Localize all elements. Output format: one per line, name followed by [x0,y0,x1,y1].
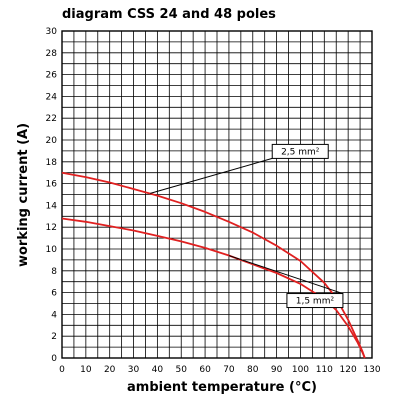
annotation-leader [228,255,344,295]
x-tick-label: 110 [316,365,333,375]
y-tick-label: 30 [46,27,58,37]
series-lines [61,171,366,359]
x-tick-label: 50 [176,365,188,375]
x-tick-label: 40 [152,365,164,375]
y-axis-title: working current (A) [16,123,31,267]
y-tick-label: 12 [46,223,57,233]
annotation-box [271,143,329,159]
y-tick-label: 28 [46,49,58,59]
y-tick-label: 20 [46,136,58,146]
series-line-2 [61,217,366,359]
x-tick-label: 130 [363,365,380,375]
x-tick-label: 80 [247,365,259,375]
y-tick-label: 22 [46,114,57,124]
x-tick-label: 90 [271,365,283,375]
y-tick-label: 6 [51,289,57,299]
y-tick-label: 0 [51,354,57,364]
y-tick-label: 26 [46,71,58,81]
y-tick-label: 16 [46,180,58,190]
annotations: 2,5 mm² 1,5 mm² [150,143,344,309]
x-tick-label: 120 [340,365,357,375]
annotation-leader [150,157,273,194]
y-tick-label: 8 [51,267,57,277]
x-tick-label: 30 [128,365,140,375]
grid [61,30,373,359]
x-tick-label: 20 [104,365,116,375]
annotation-box [286,293,344,309]
y-tick-label: 4 [51,310,57,320]
annotation-label: 1,5 mm² [296,297,335,307]
x-tick-label: 0 [59,365,65,375]
y-tick-label: 2 [51,332,57,342]
x-tick-label: 100 [292,365,309,375]
x-tick-label: 60 [199,365,211,375]
chart-title: diagram CSS 24 and 48 poles [62,7,276,22]
series-line-1 [61,171,366,359]
annotation-label: 2,5 mm² [281,147,320,157]
x-tick-label: 10 [80,365,92,375]
x-tick-label: 70 [223,365,235,375]
plot-frame [61,30,373,359]
y-tick-label: 10 [46,245,58,255]
y-tick-label: 18 [46,158,58,168]
x-axis-title: ambient temperature (°C) [127,380,317,395]
y-tick-label: 14 [46,201,58,211]
y-tick-label: 24 [46,92,58,102]
